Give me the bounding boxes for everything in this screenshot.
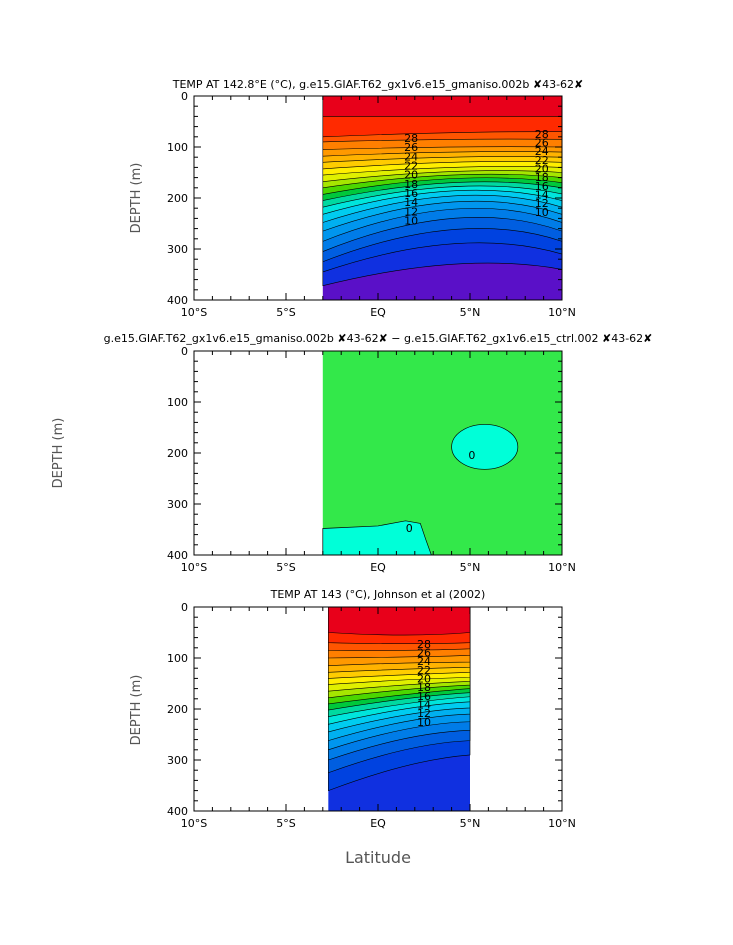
- panel-2: g.e15.GIAF.T62_gx1v6.e15_gmaniso.002b ✘4…: [51, 332, 652, 574]
- y-tick-label: 300: [167, 498, 188, 511]
- zero-fill: [322, 351, 562, 555]
- contour-label: 18: [417, 681, 431, 694]
- contour-label: 26: [404, 141, 418, 154]
- contour-label: 16: [404, 187, 418, 200]
- panel-1-title: TEMP AT 142.8°E (°C), g.e15.GIAF.T62_gx1…: [172, 78, 584, 91]
- contour-label: 22: [417, 664, 431, 677]
- y-tick-label: 100: [167, 141, 188, 154]
- x-tick-label: 10°S: [181, 817, 207, 830]
- y-tick-label: 300: [167, 754, 188, 767]
- y-tick-label: 200: [167, 192, 188, 205]
- contour-label: 26: [535, 136, 549, 149]
- panel-2-ylabel: DEPTH (m): [51, 418, 66, 489]
- contour-label: 10: [535, 206, 549, 219]
- panel-1-ylabel: DEPTH (m): [129, 163, 144, 234]
- y-tick-label: 0: [181, 345, 188, 358]
- contour-label: 12: [404, 205, 418, 218]
- x-tick-label: 5°N: [460, 817, 481, 830]
- contour-label: 10: [417, 716, 431, 729]
- x-tick-label: 5°N: [460, 561, 481, 574]
- contour-label: 22: [535, 154, 549, 167]
- x-tick-label: 10°S: [181, 561, 207, 574]
- contour-label: 12: [535, 197, 549, 210]
- y-tick-label: 100: [167, 652, 188, 665]
- x-tick-label: 5°S: [276, 817, 295, 830]
- contour-label: 14: [417, 698, 431, 711]
- contour-band-29: [328, 607, 471, 636]
- contour-label: 26: [417, 646, 431, 659]
- x-tick-label: 5°S: [276, 306, 295, 319]
- x-tick-label: 10°N: [548, 306, 576, 319]
- panel-2-contour-fill: [322, 351, 562, 555]
- contour-label: 10: [404, 215, 418, 228]
- x-axis-title: Latitude: [345, 848, 411, 867]
- y-tick-label: 100: [167, 396, 188, 409]
- x-tick-label: 10°N: [548, 817, 576, 830]
- contour-label: 18: [535, 171, 549, 184]
- negative-anomaly-bottom: [322, 520, 432, 555]
- contour-label: 16: [535, 180, 549, 193]
- y-tick-label: 200: [167, 447, 188, 460]
- panel-3: TEMP AT 143 (°C), Johnson et al (2002) 2…: [129, 588, 576, 830]
- contour-label: 28: [404, 132, 418, 145]
- panel-3-ticks: 10°S 5°S EQ 5°N 10°N 0 100 200 300 400: [167, 601, 576, 830]
- panel-3-contour-fill: [328, 607, 471, 811]
- contour-label: 24: [535, 145, 549, 158]
- contour-label: 18: [404, 178, 418, 191]
- panel-2-contour-labels: 00: [406, 449, 476, 535]
- y-tick-label: 300: [167, 243, 188, 256]
- contour-label: 20: [404, 169, 418, 182]
- y-tick-label: 400: [167, 805, 188, 818]
- x-tick-label: 10°N: [548, 561, 576, 574]
- contour-label: 0: [468, 449, 475, 462]
- panel-3-title: TEMP AT 143 (°C), Johnson et al (2002): [270, 588, 486, 601]
- x-tick-label: EQ: [370, 561, 386, 574]
- y-tick-label: 400: [167, 294, 188, 307]
- panel-2-ticks: 10°S 5°S EQ 5°N 10°N 0 100 200 300 400: [167, 345, 576, 574]
- y-tick-label: 400: [167, 549, 188, 562]
- panel-1-contour-fill: [322, 96, 562, 300]
- contour-label: 28: [417, 638, 431, 651]
- contour-band-29: [322, 96, 562, 117]
- contour-label: 24: [417, 655, 431, 668]
- contour-label: 0: [406, 522, 413, 535]
- x-tick-label: EQ: [370, 817, 386, 830]
- contour-label: 16: [417, 690, 431, 703]
- panel-3-ylabel: DEPTH (m): [129, 675, 144, 746]
- y-tick-label: 0: [181, 90, 188, 103]
- panel-2-title: g.e15.GIAF.T62_gx1v6.e15_gmaniso.002b ✘4…: [104, 332, 653, 345]
- contour-label: 20: [535, 163, 549, 176]
- contour-label: 12: [417, 707, 431, 720]
- y-tick-label: 0: [181, 601, 188, 614]
- contour-label: 14: [404, 196, 418, 209]
- y-tick-label: 200: [167, 703, 188, 716]
- contour-label: 20: [417, 672, 431, 685]
- contour-label: 22: [404, 159, 418, 172]
- panel-1-ticks: 10°S 5°S EQ 5°N 10°N 0 100 200 300 400: [167, 90, 576, 319]
- negative-anomaly-ellipse: [451, 424, 519, 470]
- contour-label: 14: [535, 189, 549, 202]
- x-tick-label: EQ: [370, 306, 386, 319]
- x-tick-label: 5°N: [460, 306, 481, 319]
- x-tick-label: 5°S: [276, 561, 295, 574]
- panel-1: TEMP AT 142.8°E (°C), g.e15.GIAF.T62_gx1…: [129, 78, 583, 319]
- contour-label: 24: [404, 150, 418, 163]
- contour-label: 28: [535, 128, 549, 141]
- x-tick-label: 10°S: [181, 306, 207, 319]
